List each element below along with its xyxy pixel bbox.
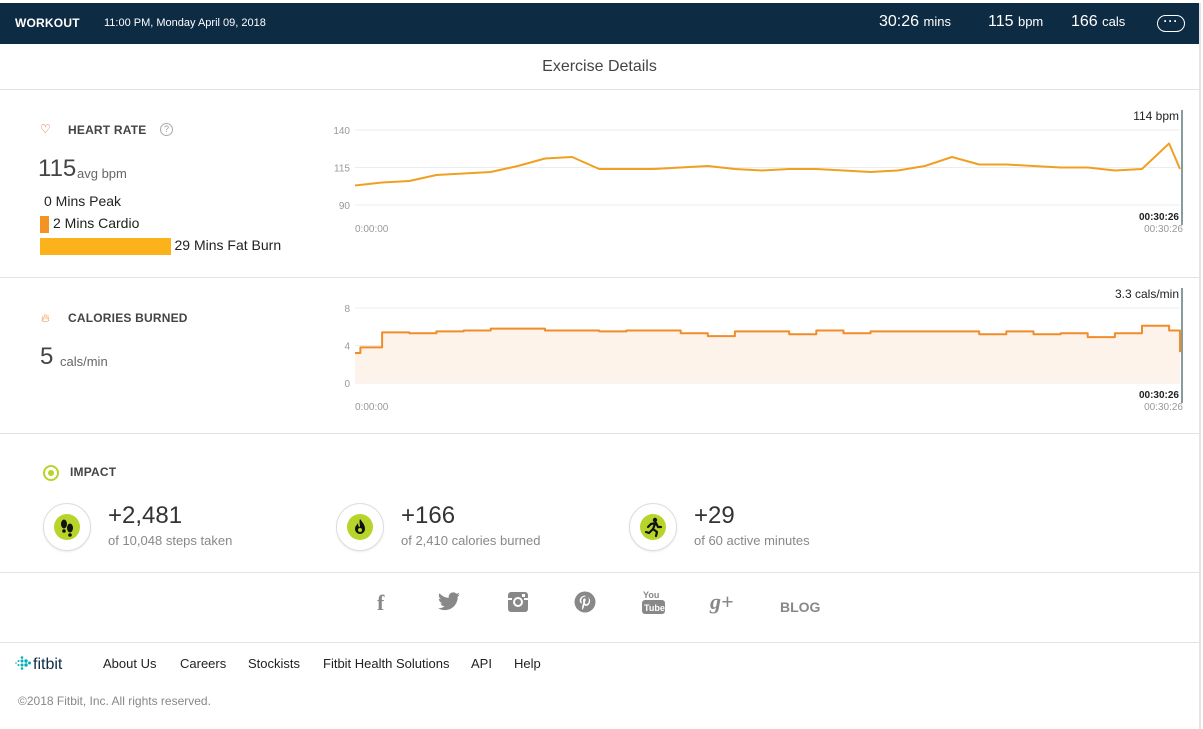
x-end-label-secondary: 00:30:26 [1144, 402, 1183, 413]
x-end-label-secondary: 00:30:26 [1144, 224, 1183, 235]
x-start-label: 0:00:00 [355, 224, 389, 235]
heart-rate-heading: HEART RATE [68, 123, 147, 137]
divider [0, 433, 1199, 434]
instagram-icon[interactable] [507, 591, 529, 619]
zone-label: 29 Mins Fat Burn [174, 237, 282, 253]
footer-link-health-solutions[interactable]: Fitbit Health Solutions [323, 656, 450, 671]
workout-header-bar: WORKOUT 11:00 PM, Monday April 09, 2018 … [0, 3, 1199, 44]
x-end-label: 00:30:26 [1139, 212, 1179, 223]
footer-link-careers[interactable]: Careers [180, 656, 227, 671]
divider [0, 277, 1199, 278]
footsteps-icon [54, 514, 80, 540]
y-tick-label: 115 [334, 164, 350, 175]
cals-value: 166 [1071, 13, 1098, 30]
y-tick-label: 0 [344, 379, 350, 390]
heart-rate-avg-value: 115 [38, 155, 77, 182]
steps-impact-subtitle: of 10,048 steps taken [108, 533, 233, 548]
series-area [355, 325, 1180, 383]
pinterest-icon[interactable] [574, 591, 596, 619]
calories-unit: cals/min [60, 354, 108, 369]
zone-bar [40, 216, 49, 233]
calories-impact-value: +166 [401, 502, 456, 529]
facebook-icon[interactable]: f [377, 590, 385, 615]
blog-link[interactable]: BLOG [780, 599, 821, 615]
calories-heading: CALORIES BURNED [68, 311, 188, 325]
cals-unit: cals [1102, 14, 1126, 29]
x-start-label: 0:00:00 [355, 402, 389, 413]
google-plus-icon[interactable]: g+ [710, 589, 734, 614]
more-options-button[interactable]: ··· [1157, 15, 1185, 32]
help-icon[interactable]: ? [160, 123, 173, 136]
duration-unit: mins [923, 14, 951, 29]
footer-link-stockists[interactable]: Stockists [248, 656, 301, 671]
y-tick-label: 8 [344, 304, 350, 315]
fitbit-logo[interactable]: fitbit [15, 656, 62, 674]
target-icon [43, 465, 59, 481]
duration-stat: 30:26 mins [879, 13, 951, 31]
calories-value: 5 [40, 343, 54, 370]
bpm-unit: bpm [1017, 14, 1044, 29]
flame-icon [347, 514, 373, 540]
current-value-label: 3.3 cals/min [1115, 287, 1179, 301]
runner-icon [640, 514, 666, 540]
impact-heading: IMPACT [70, 465, 117, 479]
footer-link-help[interactable]: Help [514, 656, 541, 671]
active-minutes-badge [629, 503, 677, 551]
divider [0, 89, 1199, 90]
y-tick-label: 90 [339, 201, 351, 212]
heart-rate-avg-unit: avg bpm [77, 166, 127, 181]
y-tick-label: 140 [333, 126, 350, 137]
calories-badge [336, 503, 384, 551]
active-minutes-impact-subtitle: of 60 active minutes [694, 533, 810, 548]
duration-value: 30:26 [879, 13, 920, 30]
page-title: Exercise Details [542, 58, 657, 75]
series-line [354, 142, 1181, 187]
copyright-text: ©2018 Fitbit, Inc. All rights reserved. [18, 694, 211, 708]
svg-text:You: You [643, 590, 659, 600]
footer-link-api[interactable]: API [471, 656, 492, 671]
youtube-icon[interactable]: You Tube [642, 589, 666, 623]
steps-impact-value: +2,481 [108, 502, 183, 529]
footer-link-about-us[interactable]: About Us [103, 656, 157, 671]
fitbit-wordmark: fitbit [33, 656, 63, 673]
scrollbar-track[interactable] [1199, 3, 1201, 729]
twitter-icon[interactable] [437, 592, 461, 618]
svg-text:Tube: Tube [644, 603, 665, 613]
calories-impact-subtitle: of 2,410 calories burned [401, 533, 541, 548]
bpm-value: 115 [988, 13, 1014, 30]
workout-title: WORKOUT [15, 16, 80, 30]
footsteps-badge [43, 503, 91, 551]
series-line [355, 324, 1181, 354]
workout-datetime: 11:00 PM, Monday April 09, 2018 [104, 17, 266, 29]
cals-stat: 166 cals [1071, 13, 1125, 31]
bpm-stat: 115 bpm [988, 13, 1043, 31]
zone-label: 2 Mins Cardio [53, 215, 140, 231]
zone-label: 0 Mins Peak [44, 193, 122, 209]
zone-bar [40, 238, 171, 255]
x-end-label: 00:30:26 [1139, 390, 1179, 401]
heart-icon: ♡ [40, 122, 51, 136]
y-tick-label: 4 [344, 342, 350, 353]
active-minutes-impact-value: +29 [694, 502, 735, 529]
flame-icon: 🔥︎ [41, 311, 50, 325]
divider [0, 642, 1199, 643]
current-value-label: 114 bpm [1133, 109, 1179, 123]
divider [0, 572, 1199, 573]
